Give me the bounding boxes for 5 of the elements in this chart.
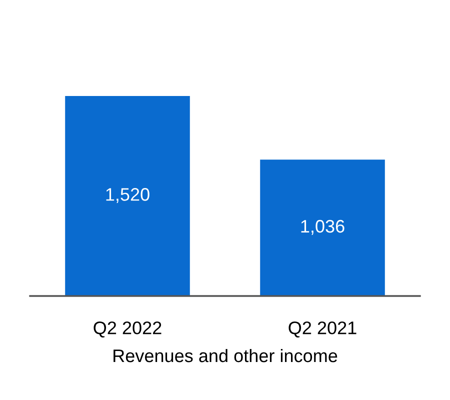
x-axis-title: Revenues and other income (114, 348, 338, 362)
data-label: 1,520 (106, 188, 150, 203)
x-tick-label: Q2 2022 (94, 321, 162, 338)
x-tick-label: Q2 2021 (288, 321, 356, 338)
data-label: 1,036 (301, 220, 344, 235)
